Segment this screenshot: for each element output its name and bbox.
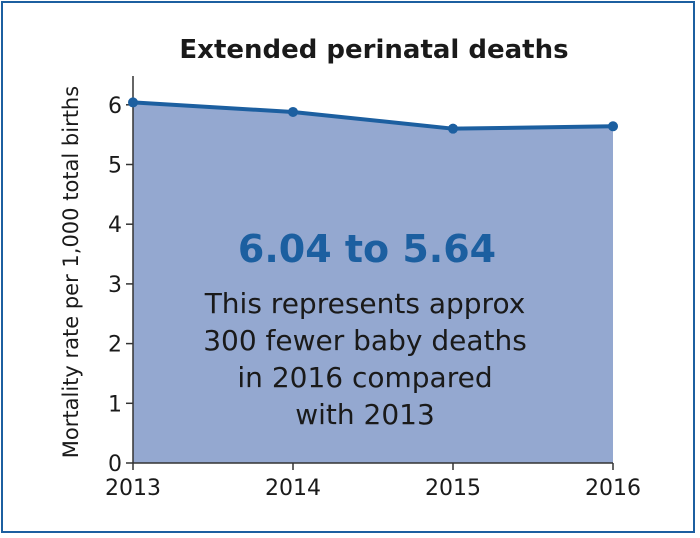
data-point: [608, 121, 618, 132]
annotation-line-2: 300 fewer baby deaths: [203, 324, 527, 357]
annotation-line-3: in 2016 compared: [237, 361, 492, 394]
data-point: [288, 106, 298, 117]
y-tick-label: 1: [108, 392, 122, 417]
chart-title: Extended perinatal deaths: [179, 35, 568, 65]
data-point: [128, 97, 138, 108]
y-axis-label: Mortality rate per 1,000 total births: [59, 86, 83, 458]
data-point: [448, 123, 458, 134]
y-tick-label: 2: [108, 333, 122, 358]
y-tick-label: 3: [108, 273, 122, 298]
x-tick-label: 2016: [585, 476, 641, 501]
annotation-line-4: with 2013: [295, 398, 435, 431]
y-tick-label: 4: [108, 213, 122, 238]
y-tick-label: 6: [108, 94, 122, 119]
axis-layer: 0 1 2 3 4 5 6 2013 2014 2015 2016: [105, 76, 641, 501]
line-layer: [128, 97, 618, 134]
annotation-line-1: This represents approx: [204, 287, 526, 320]
x-tick-label: 2014: [265, 476, 321, 501]
y-tick-label: 5: [108, 154, 122, 179]
area-fill: [133, 102, 613, 464]
series-line: [132, 100, 614, 131]
annotation-headline: 6.04 to 5.64: [238, 227, 496, 271]
y-tick-label: 0: [108, 452, 122, 477]
area-layer: [133, 102, 613, 464]
x-tick-label: 2013: [105, 476, 161, 501]
x-tick-label: 2015: [425, 476, 481, 501]
